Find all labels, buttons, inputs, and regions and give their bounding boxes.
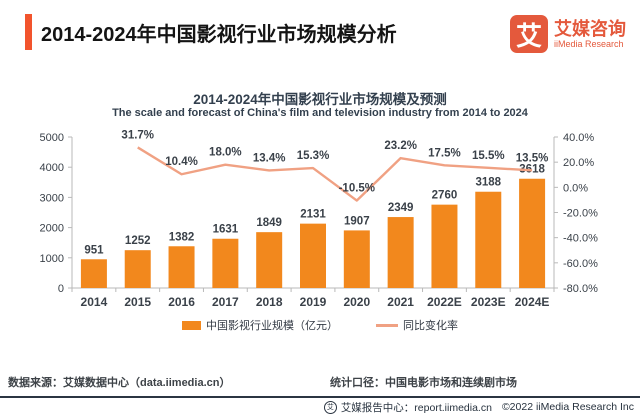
bar-value-label: 951 — [84, 244, 104, 256]
y-axis-left-tick-label: 3000 — [40, 192, 64, 204]
bar[interactable] — [212, 238, 239, 288]
bar-value-label: 2349 — [388, 202, 414, 214]
iimedia-logo-icon: 艾 — [510, 15, 548, 53]
bar-series-swatch — [182, 320, 201, 330]
y-axis-right-tick-label: 40.0% — [563, 132, 594, 144]
y-axis-right-tick-label: -20.0% — [563, 208, 598, 220]
line-value-label: 10.4% — [165, 156, 198, 168]
chart-title: 2014-2024年中国影视行业市场规模及预测 — [193, 92, 447, 107]
chart-svg: 5000 4000 3000 2000 1000 0 40.0% 20.0% 0.0% -20.0… — [40, 129, 599, 309]
data-source-text: 数据来源：艾媒数据中心（data.iimedia.cn） — [8, 377, 231, 389]
footer-report-center: 艾 艾媒报告中心：report.iimedia.cn — [323, 400, 492, 415]
bar[interactable] — [80, 259, 107, 288]
y-axis-right-tick-label: -40.0% — [563, 233, 598, 245]
iimedia-badge-icon: 艾 — [323, 400, 337, 414]
logo-name-en: iiMedia Research — [554, 39, 624, 49]
bar-value-label: 1907 — [344, 215, 370, 227]
y-axis-left-tick-label: 4000 — [40, 162, 64, 174]
line-value-label: 15.5% — [472, 150, 505, 162]
line-value-label: 31.7% — [121, 129, 154, 141]
x-axis-category-label: 2018 — [256, 295, 283, 309]
x-axis-category-label: 2024E — [515, 295, 550, 309]
line-value-label: 13.5% — [516, 152, 549, 164]
line-value-label: 23.2% — [384, 140, 417, 152]
bar[interactable] — [519, 178, 546, 288]
source-row: 数据来源：艾媒数据中心（data.iimedia.cn） 统计口径：中国电影市场… — [0, 374, 640, 392]
y-axis-left-tick-label: 5000 — [40, 132, 64, 144]
y-axis-left-tick-label: 0 — [58, 283, 64, 295]
x-axis-category-label: 2019 — [300, 295, 327, 309]
bar-value-label: 3618 — [519, 164, 545, 176]
logo-name-cn: 艾媒咨询 — [554, 19, 626, 39]
bar[interactable] — [300, 223, 326, 288]
x-axis-category-label: 2021 — [387, 295, 414, 309]
x-axis-category-label: 2023E — [471, 295, 506, 309]
x-axis-category-label: 2020 — [343, 295, 370, 309]
yoy-line[interactable] — [137, 146, 533, 202]
legend-bar-label: 中国影视行业规模（亿元） — [206, 320, 338, 332]
report-footer: 艾 艾媒报告中心：report.iimedia.cn ©2022 iiMedia… — [0, 396, 640, 416]
bar[interactable] — [168, 246, 195, 288]
line-value-label: -10.5% — [339, 183, 375, 195]
footer-copyright: ©2022 iiMedia Research Inc — [501, 401, 634, 413]
bar-value-label: 1631 — [213, 224, 239, 236]
y-axis-right-tick-label: 20.0% — [563, 157, 594, 169]
footer-report-link[interactable]: 艾媒报告中心：report.iimedia.cn — [340, 401, 492, 414]
bar-value-label: 3188 — [475, 177, 501, 189]
chart-legend: 中国影视行业规模（亿元） 同比变化率 — [0, 317, 640, 333]
bar-value-label: 2131 — [300, 209, 326, 221]
line-value-label: 13.4% — [253, 152, 286, 164]
legend-item-bar[interactable]: 中国影视行业规模（亿元） — [182, 317, 338, 333]
report-header: 2014-2024年中国影视行业市场规模分析 — [25, 14, 397, 50]
title-accent-bar — [25, 14, 32, 50]
bar-value-label: 1252 — [125, 235, 151, 247]
bar[interactable] — [475, 191, 502, 288]
y-axis-right-tick-label: -60.0% — [563, 258, 598, 270]
x-axis-category-label: 2017 — [212, 295, 239, 309]
line-value-label: 18.0% — [209, 147, 242, 159]
bar[interactable] — [431, 204, 458, 288]
bar-value-label: 1382 — [169, 231, 195, 243]
bar[interactable] — [343, 230, 370, 288]
bar[interactable] — [124, 250, 151, 288]
x-axis-category-label: 2022E — [427, 295, 462, 309]
bar-value-label: 2760 — [432, 190, 458, 202]
x-axis-category-label: 2015 — [124, 295, 151, 309]
line-value-label: 17.5% — [428, 147, 461, 159]
x-axis-category-label: 2016 — [168, 295, 195, 309]
x-axis-category-label: 2014 — [81, 295, 108, 309]
bar-value-label: 1849 — [256, 217, 282, 229]
page-title: 2014-2024年中国影视行业市场规模分析 — [41, 23, 397, 46]
y-axis-left-tick-label: 2000 — [40, 223, 64, 235]
bar[interactable] — [387, 217, 414, 288]
y-axis-left-tick-label: 1000 — [40, 253, 64, 265]
chart-plot-area: 5000 4000 3000 2000 1000 0 40.0% 20.0% 0.0% -20.0… — [0, 128, 640, 318]
bar[interactable] — [256, 232, 283, 288]
chart-subtitle: The scale and forecast of China's film a… — [112, 107, 528, 119]
line-value-label: 15.3% — [297, 150, 330, 162]
legend-line-label: 同比变化率 — [403, 320, 458, 332]
statistic-scope-text: 统计口径：中国电影市场和连续剧市场 — [330, 377, 517, 389]
legend-item-line[interactable]: 同比变化率 — [376, 317, 458, 333]
iimedia-logo: 艾 艾媒咨询 iiMedia Research — [510, 15, 626, 53]
y-axis-right-tick-label: 0.0% — [563, 182, 588, 194]
y-axis-right-tick-label: -80.0% — [563, 283, 598, 295]
line-series-swatch — [376, 323, 398, 327]
